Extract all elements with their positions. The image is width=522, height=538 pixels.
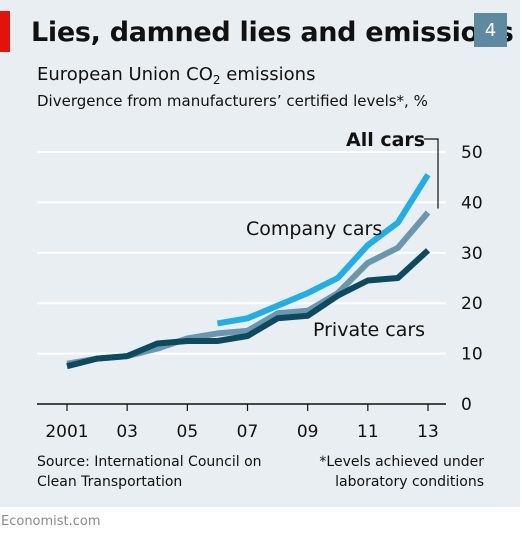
series-line-company-cars xyxy=(216,173,431,327)
footnote: *Levels achieved under laboratory condit… xyxy=(319,454,484,490)
source-note: Source: International Council on Clean T… xyxy=(37,454,262,490)
x-tick-label: 03 xyxy=(116,422,138,442)
chart-number-badge: 4 xyxy=(474,13,507,47)
y-tick-label: 50 xyxy=(461,143,483,163)
y-tick-label: 0 xyxy=(461,395,472,415)
y-tick-label: 20 xyxy=(461,294,483,314)
x-tick-label: 05 xyxy=(177,422,199,442)
y-tick-label: 30 xyxy=(461,244,483,264)
subtitle-subscript: 2 xyxy=(212,73,221,87)
y-tick-label: 40 xyxy=(461,193,483,213)
chart-subtitle: European Union CO2 emissions xyxy=(37,64,316,87)
subtitle-suffix: emissions xyxy=(220,64,316,85)
x-tick-label: 07 xyxy=(237,422,259,442)
chart-unit-line: Divergence from manufacturers’ certified… xyxy=(37,92,428,110)
series-label-all-cars: All cars xyxy=(346,129,425,151)
chart-labels: 0 10 20 30 40 50 2001 03 05 07 09 11 13 All cars Compa… xyxy=(45,129,482,442)
brand-red-tag xyxy=(0,11,10,52)
gridlines xyxy=(37,151,446,411)
series-label-private-cars: Private cars xyxy=(313,319,425,341)
x-tick-label: 09 xyxy=(297,422,319,442)
brand-label: Economist.com xyxy=(1,514,101,529)
all-cars-leader-line xyxy=(424,138,439,209)
x-tick-label: 2001 xyxy=(45,422,88,442)
x-tick-label: 13 xyxy=(417,422,439,442)
series-lines xyxy=(66,173,431,370)
subtitle-prefix: European Union CO xyxy=(37,64,213,85)
series-label-company-cars: Company cars xyxy=(246,218,382,240)
x-tick-label: 11 xyxy=(357,422,379,442)
y-tick-label: 10 xyxy=(461,345,483,365)
chart-title: Lies, damned lies and emissions xyxy=(31,17,514,48)
series-line-private-cars xyxy=(66,248,431,370)
